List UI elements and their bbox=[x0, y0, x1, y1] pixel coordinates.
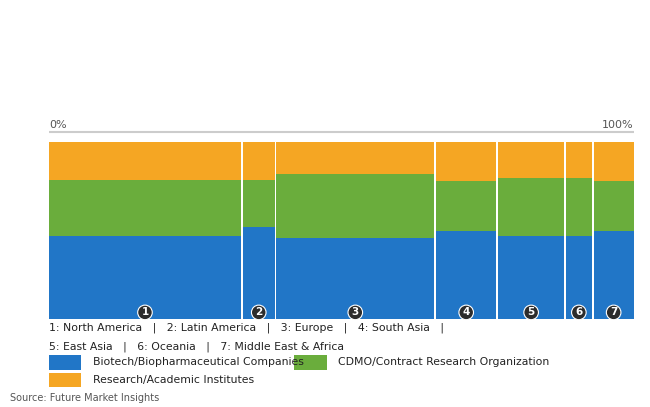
Bar bbox=[276, 142, 434, 174]
Text: 7: 7 bbox=[610, 307, 617, 317]
Text: Research/Academic Institutes: Research/Academic Institutes bbox=[92, 375, 254, 385]
Text: 0%: 0% bbox=[49, 120, 66, 130]
Bar bbox=[436, 231, 497, 319]
Bar bbox=[49, 142, 241, 179]
Text: 5: 5 bbox=[528, 307, 535, 317]
Bar bbox=[49, 372, 81, 387]
Text: Source: Future Market Insights: Source: Future Market Insights bbox=[10, 393, 159, 403]
Text: 1: 1 bbox=[141, 307, 149, 317]
Bar bbox=[593, 231, 634, 319]
Text: Biotech/Biopharmaceutical Companies: Biotech/Biopharmaceutical Companies bbox=[92, 357, 304, 368]
Text: 1: North America   |   2: Latin America   |   3: Europe   |   4: South Asia   |: 1: North America | 2: Latin America | 3:… bbox=[49, 322, 444, 333]
Text: CDMO/Contract Research Organization: CDMO/Contract Research Organization bbox=[338, 357, 550, 368]
Text: Bioprocess Technology Market Key Regions and End User Mekko
Chart, 2021: Bioprocess Technology Market Key Regions… bbox=[16, 71, 549, 106]
Bar bbox=[498, 142, 564, 178]
Text: 6: 6 bbox=[575, 307, 582, 317]
Text: 4: 4 bbox=[463, 307, 470, 317]
Bar bbox=[243, 179, 274, 228]
Bar bbox=[276, 174, 434, 238]
Text: 2: 2 bbox=[255, 307, 263, 317]
Bar bbox=[436, 182, 497, 231]
Text: 5: East Asia   |   6: Oceania   |   7: Middle East & Africa: 5: East Asia | 6: Oceania | 7: Middle Ea… bbox=[49, 342, 344, 352]
Text: 100%: 100% bbox=[602, 120, 634, 130]
Bar bbox=[593, 182, 634, 231]
Bar bbox=[593, 142, 634, 182]
Bar bbox=[436, 142, 497, 182]
Bar bbox=[49, 179, 241, 236]
Bar bbox=[243, 228, 274, 319]
Bar bbox=[566, 178, 592, 236]
Text: 3: 3 bbox=[352, 307, 359, 317]
Bar bbox=[49, 236, 241, 319]
Bar bbox=[566, 236, 592, 319]
Bar bbox=[498, 178, 564, 236]
Bar bbox=[294, 355, 326, 370]
Bar bbox=[243, 142, 274, 179]
Bar bbox=[276, 238, 434, 319]
Bar bbox=[566, 142, 592, 178]
Bar bbox=[49, 355, 81, 370]
Bar bbox=[498, 236, 564, 319]
